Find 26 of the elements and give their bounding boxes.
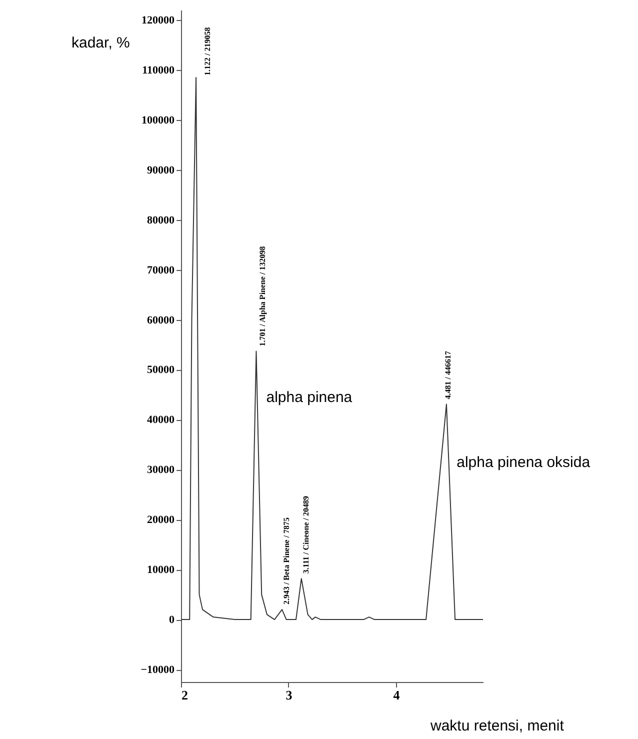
annotation: alpha pinena — [266, 389, 353, 406]
y-tick-label: 100000 — [142, 114, 175, 126]
y-tick-label: 110000 — [142, 64, 175, 76]
annotation: 1.122 / 219058 — [203, 27, 212, 76]
x-tick-label: 2 — [182, 688, 188, 702]
x-tick-label: 3 — [286, 688, 293, 702]
y-tick-label: −10000 — [140, 664, 175, 676]
y-axis-title: kadar, % — [72, 34, 130, 52]
x-tick-label: 4 — [393, 688, 400, 702]
y-tick-label: 0 — [169, 614, 175, 626]
y-tick-label: 30000 — [147, 464, 175, 476]
x-axis-title: waktu retensi, menit — [430, 718, 565, 734]
annotation: 2.943 / Beta Pinene / 7875 — [282, 517, 292, 605]
y-tick-label: 60000 — [147, 314, 175, 326]
y-tick-label: 10000 — [147, 564, 175, 576]
annotation: 4.481 / 446617 — [443, 350, 452, 400]
y-tick-label: 50000 — [147, 364, 175, 376]
y-tick-label: 90000 — [147, 164, 175, 176]
y-tick-label: 40000 — [147, 414, 175, 426]
annotation: alpha pinena oksida — [456, 454, 591, 472]
y-tick-label: 20000 — [147, 514, 175, 526]
y-tick-label: 70000 — [147, 264, 175, 276]
annotation: 3.111 / Cineone / 20489 — [301, 496, 310, 574]
y-tick-label: 80000 — [147, 214, 175, 226]
y-tick-label: 120000 — [142, 14, 175, 26]
annotation: 1.701 / Alpha Pinene / 132098 — [258, 246, 268, 346]
